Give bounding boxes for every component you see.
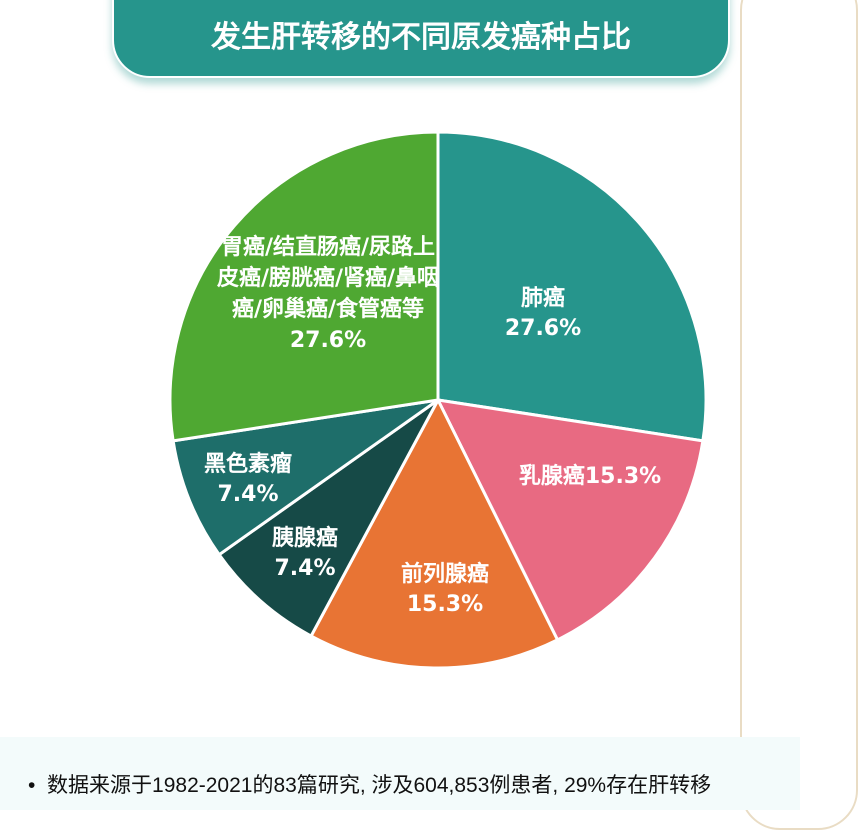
pie-slice-2 (309, 396, 560, 670)
pie-chart (168, 130, 708, 670)
slice-value: 7.4% (274, 556, 336, 581)
slice-name: 前列腺癌 (400, 562, 489, 587)
slice-name: 黑色素瘤 (203, 452, 292, 477)
slice-label-pancreas: 胰腺癌 7.4% (250, 524, 360, 584)
slice-value: 27.6% (289, 328, 367, 353)
slice-value: 15.3% (406, 592, 484, 617)
slice-label-breast: 乳腺癌15.3% (510, 462, 670, 492)
footnote: • 数据来源于1982-2021的83篇研究, 涉及604,853例患者, 29… (0, 737, 800, 810)
slice-value: 27.6% (504, 316, 582, 341)
chart-title: 发生肝转移的不同原发癌种占比 (211, 20, 631, 55)
pie-slice-1 (435, 398, 705, 642)
footnote-text: 数据来源于1982-2021的83篇研究, 涉及604,853例患者, 29%存… (47, 774, 712, 797)
slice-name: 乳腺癌 (518, 464, 585, 489)
pie-slice-5 (168, 130, 440, 443)
slice-label-others: 胃癌/结直肠癌/尿路上皮癌/膀胱癌/肾癌/鼻咽癌/卵巢癌/食管癌等 27.6% (214, 232, 442, 356)
slice-value: 15.3% (584, 464, 662, 489)
bullet: • (28, 774, 36, 797)
slice-name: 胰腺癌 (271, 526, 338, 551)
pie-slice-0 (436, 130, 708, 443)
slice-name: 胃癌/结直肠癌/尿路上皮癌/膀胱癌/肾癌/鼻咽癌/卵巢癌/食管癌等 (216, 235, 440, 322)
slice-value: 7.4% (217, 482, 279, 507)
title-banner: 发生肝转移的不同原发癌种占比 (112, 0, 730, 78)
pie-slice-3 (217, 398, 440, 639)
pie-slice-4 (171, 398, 439, 557)
slice-label-lung: 肺癌 27.6% (488, 284, 598, 344)
slice-name: 肺癌 (520, 286, 565, 311)
slice-label-melanoma: 黑色素瘤 7.4% (183, 450, 313, 510)
slice-label-prostate: 前列腺癌 15.3% (380, 560, 510, 620)
